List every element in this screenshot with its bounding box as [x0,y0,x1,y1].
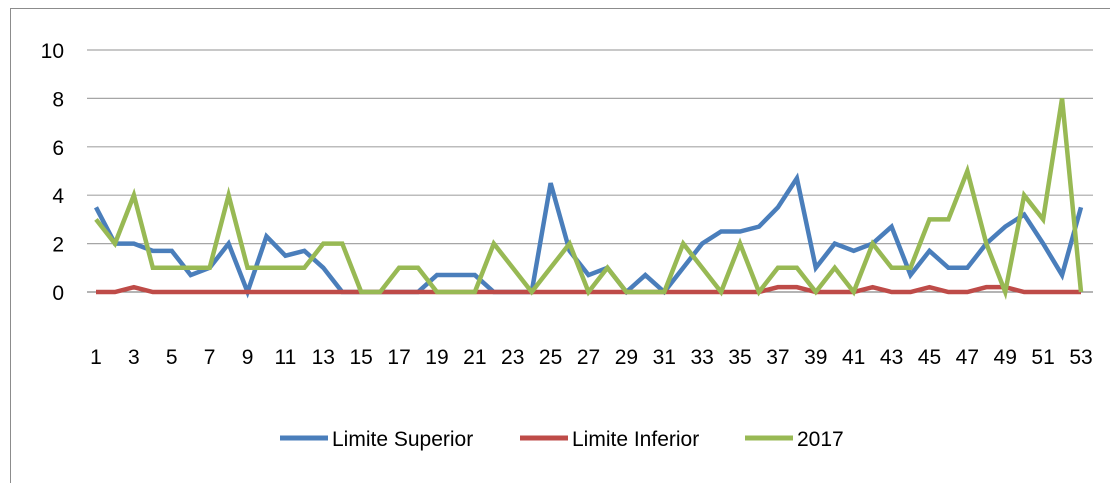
x-tick-label: 25 [539,346,562,369]
x-tick-label: 33 [690,346,713,369]
x-tick-label: 35 [728,346,751,369]
legend-label: 2017 [797,428,844,451]
series-line-2017 [94,98,1084,301]
x-tick-label: 11 [275,346,297,369]
x-tick-label: 27 [577,346,600,369]
gridlines [87,49,1093,293]
x-tick-label: 9 [242,346,254,369]
x-tick-label: 19 [425,346,448,369]
x-tick-label: 51 [1031,346,1054,369]
chart-frame [10,8,1110,483]
x-tick-label: 43 [880,346,903,369]
series-lines [94,98,1084,301]
legend-label: Limite Superior [332,428,473,451]
x-tick-label: 45 [918,346,941,369]
legend: Limite Superior Limite Inferior 2017 [280,428,844,451]
legend-label: Limite Inferior [572,428,699,451]
y-tick-label: 0 [52,282,64,305]
x-axis-ticks: 1 3 5 7 9 11 13 15 17 19 21 23 25 27 29 31 33 35 37 39 41 43 4… [90,346,1093,369]
x-tick-label: 47 [956,346,979,369]
x-tick-label: 29 [615,346,638,369]
x-tick-label: 41 [842,346,865,369]
y-tick-label: 4 [52,185,64,208]
y-axis-ticks: 0 2 4 6 8 10 [41,40,65,305]
series-line-limite-superior [94,172,1084,299]
x-tick-label: 37 [766,346,789,369]
x-tick-label: 3 [128,346,140,369]
x-tick-label: 5 [166,346,178,369]
y-tick-label: 6 [52,137,64,160]
x-tick-label: 49 [994,346,1017,369]
x-tick-label: 31 [653,346,676,369]
x-tick-label: 39 [804,346,827,369]
x-tick-label: 53 [1069,346,1092,369]
y-tick-label: 2 [52,234,64,257]
x-tick-label: 17 [387,346,410,369]
y-tick-label: 10 [41,40,64,63]
y-tick-label: 8 [52,88,64,111]
x-tick-label: 7 [204,346,216,369]
x-tick-label: 21 [463,346,486,369]
x-tick-label: 13 [312,346,335,369]
x-tick-label: 15 [350,346,373,369]
x-tick-label: 1 [90,346,102,369]
x-tick-label: 23 [501,346,524,369]
